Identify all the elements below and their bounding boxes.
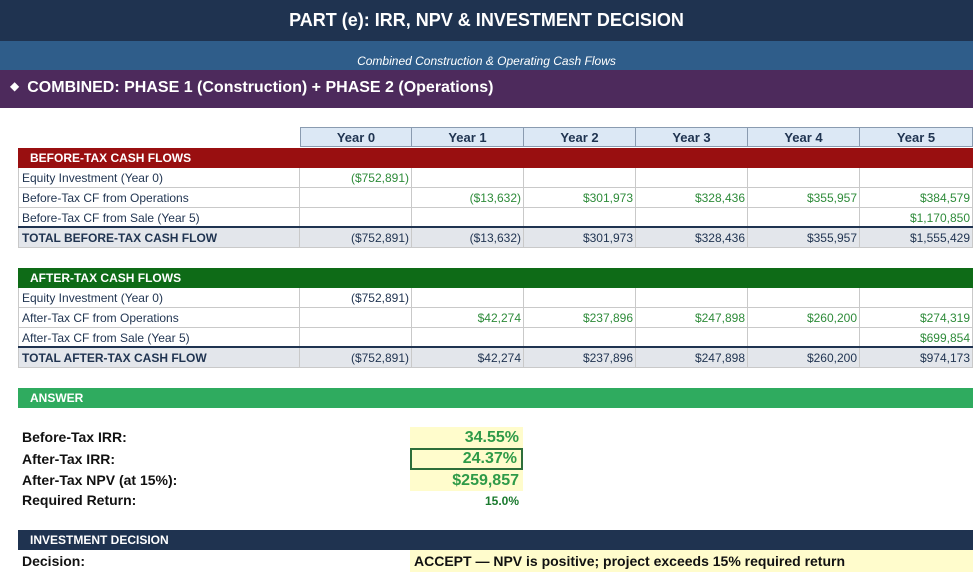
table-cell[interactable]	[300, 328, 412, 348]
row-label[interactable]: Before-Tax CF from Operations	[18, 188, 300, 208]
page-subtitle: Combined Construction & Operating Cash F…	[0, 41, 973, 70]
total-row: TOTAL BEFORE-TAX CASH FLOW ($752,891) ($…	[18, 226, 973, 248]
table-cell[interactable]	[636, 208, 748, 228]
table-cell[interactable]: $974,173	[860, 348, 973, 368]
table-cell[interactable]: $699,854	[860, 328, 973, 348]
table-cell[interactable]	[524, 328, 636, 348]
investment-decision-header: INVESTMENT DECISION	[18, 530, 973, 550]
required-return-label: Required Return:	[22, 492, 137, 508]
row-label[interactable]: TOTAL BEFORE-TAX CASH FLOW	[18, 228, 300, 248]
table-cell[interactable]: $355,957	[748, 188, 860, 208]
table-cell[interactable]: ($13,632)	[412, 228, 524, 248]
page-title: PART (e): IRR, NPV & INVESTMENT DECISION	[0, 0, 973, 41]
table-cell[interactable]: $237,896	[524, 308, 636, 328]
table-cell[interactable]	[524, 208, 636, 228]
table-cell[interactable]: $355,957	[748, 228, 860, 248]
npv-value[interactable]: $259,857	[410, 470, 523, 491]
table-cell[interactable]: ($13,632)	[412, 188, 524, 208]
table-cell[interactable]	[412, 288, 524, 308]
table-cell[interactable]: $247,898	[636, 308, 748, 328]
table-cell[interactable]: $247,898	[636, 348, 748, 368]
table-cell[interactable]	[748, 168, 860, 188]
table-cell[interactable]	[300, 208, 412, 228]
decision-label: Decision:	[22, 553, 86, 569]
npv-label: After-Tax NPV (at 15%):	[22, 472, 178, 488]
table-cell[interactable]: $384,579	[860, 188, 973, 208]
table-cell[interactable]: $328,436	[636, 228, 748, 248]
column-header-year-1[interactable]: Year 1	[412, 127, 524, 147]
row-label[interactable]: Equity Investment (Year 0)	[18, 288, 300, 308]
column-header-year-5[interactable]: Year 5	[860, 127, 973, 147]
table-cell[interactable]	[636, 288, 748, 308]
table-cell[interactable]: $301,973	[524, 188, 636, 208]
table-cell[interactable]: $1,555,429	[860, 228, 973, 248]
table-cell[interactable]: $328,436	[636, 188, 748, 208]
table-cell[interactable]	[860, 288, 973, 308]
before-tax-irr-label: Before-Tax IRR:	[22, 429, 127, 445]
table-cell[interactable]: $301,973	[524, 228, 636, 248]
table-cell[interactable]: $1,170,850	[860, 208, 973, 228]
decision-value[interactable]: ACCEPT — NPV is positive; project exceed…	[410, 550, 973, 572]
before-tax-irr-value[interactable]: 34.55%	[410, 427, 523, 448]
before-tax-section-header: BEFORE-TAX CASH FLOWS	[18, 148, 973, 168]
table-row: After-Tax CF from Operations $42,274 $23…	[18, 308, 973, 328]
after-tax-section-header: AFTER-TAX CASH FLOWS	[18, 268, 973, 288]
table-row: Equity Investment (Year 0) ($752,891)	[18, 288, 973, 308]
table-cell[interactable]	[748, 328, 860, 348]
row-label[interactable]: After-Tax CF from Operations	[18, 308, 300, 328]
table-cell[interactable]	[524, 168, 636, 188]
row-label[interactable]: TOTAL AFTER-TAX CASH FLOW	[18, 348, 300, 368]
combined-section-header: ◆ COMBINED: PHASE 1 (Construction) + PHAS…	[0, 70, 973, 108]
table-cell[interactable]: $274,319	[860, 308, 973, 328]
after-tax-irr-value[interactable]: 24.37%	[410, 448, 523, 470]
total-row: TOTAL AFTER-TAX CASH FLOW ($752,891) $42…	[18, 346, 973, 368]
required-return-value[interactable]: 15.0%	[484, 494, 519, 508]
table-row: Equity Investment (Year 0) ($752,891)	[18, 168, 973, 188]
table-cell[interactable]	[412, 208, 524, 228]
table-row: Before-Tax CF from Sale (Year 5) $1,170,…	[18, 208, 973, 228]
table-cell[interactable]: ($752,891)	[300, 168, 412, 188]
column-header-year-0[interactable]: Year 0	[300, 127, 412, 147]
table-row: After-Tax CF from Sale (Year 5) $699,854	[18, 328, 973, 348]
after-tax-irr-label: After-Tax IRR:	[22, 451, 116, 467]
table-cell[interactable]: ($752,891)	[300, 228, 412, 248]
table-cell[interactable]: $260,200	[748, 308, 860, 328]
table-cell[interactable]: ($752,891)	[300, 348, 412, 368]
table-cell[interactable]	[860, 168, 973, 188]
row-label[interactable]: Before-Tax CF from Sale (Year 5)	[18, 208, 300, 228]
table-cell[interactable]: $42,274	[412, 348, 524, 368]
table-cell[interactable]	[524, 288, 636, 308]
column-header-year-3[interactable]: Year 3	[636, 127, 748, 147]
table-cell[interactable]: ($752,891)	[300, 288, 412, 308]
table-cell[interactable]: $42,274	[412, 308, 524, 328]
answer-section-header: ANSWER	[18, 388, 973, 408]
column-header-year-2[interactable]: Year 2	[524, 127, 636, 147]
combined-header-text: COMBINED: PHASE 1 (Construction) + PHASE…	[27, 79, 494, 96]
row-label[interactable]: After-Tax CF from Sale (Year 5)	[18, 328, 300, 348]
table-cell[interactable]	[300, 308, 412, 328]
table-cell[interactable]	[748, 288, 860, 308]
table-cell[interactable]	[748, 208, 860, 228]
table-cell[interactable]	[636, 168, 748, 188]
table-cell[interactable]: $260,200	[748, 348, 860, 368]
table-cell[interactable]	[412, 328, 524, 348]
row-label[interactable]: Equity Investment (Year 0)	[18, 168, 300, 188]
table-cell[interactable]: $237,896	[524, 348, 636, 368]
table-row: Before-Tax CF from Operations ($13,632) …	[18, 188, 973, 208]
diamond-icon: ◆	[10, 79, 20, 93]
table-cell[interactable]	[636, 328, 748, 348]
column-header-year-4[interactable]: Year 4	[748, 127, 860, 147]
table-cell[interactable]	[300, 188, 412, 208]
table-cell[interactable]	[412, 168, 524, 188]
